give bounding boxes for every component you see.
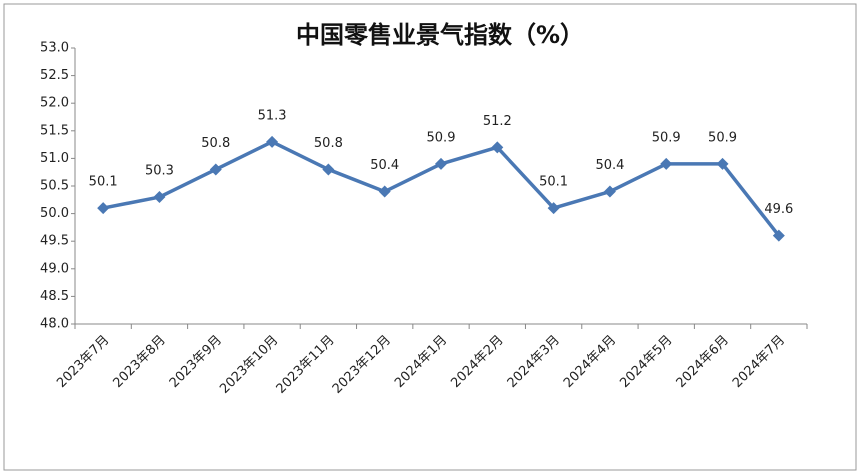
y-tick-label: 49.0 — [40, 261, 69, 276]
data-label: 50.9 — [427, 130, 456, 145]
data-label: 50.8 — [314, 136, 343, 151]
data-point — [378, 185, 391, 198]
data-label: 50.1 — [539, 175, 568, 190]
y-tick-label: 48.0 — [40, 317, 69, 332]
data-point — [660, 157, 673, 170]
data-label: 50.1 — [89, 175, 118, 190]
chart-title: 中国零售业景气指数（%） — [296, 21, 584, 49]
y-tick-label: 50.5 — [40, 179, 69, 194]
data-point — [772, 229, 785, 242]
data-point — [153, 191, 166, 204]
y-tick-label: 48.5 — [40, 289, 69, 304]
y-tick-label: 52.5 — [40, 68, 69, 83]
data-label: 51.3 — [258, 108, 287, 123]
data-label: 50.4 — [370, 158, 399, 173]
chart-frame — [3, 3, 857, 471]
y-tick-label: 51.5 — [40, 123, 69, 138]
data-label: 49.6 — [764, 202, 793, 217]
data-point — [97, 202, 110, 215]
y-tick-label: 52.0 — [40, 96, 69, 111]
data-point — [322, 163, 335, 176]
y-tick-label: 49.5 — [40, 234, 69, 249]
data-label: 50.3 — [145, 164, 174, 179]
y-tick-label: 50.0 — [40, 206, 69, 221]
data-point — [435, 157, 447, 170]
data-point — [266, 135, 279, 148]
data-label: 50.9 — [708, 130, 737, 145]
y-tick-label: 53.0 — [40, 41, 69, 56]
data-point — [716, 157, 729, 170]
data-point — [209, 163, 222, 176]
data-label: 50.4 — [595, 158, 624, 173]
data-label: 50.9 — [652, 130, 681, 145]
data-point — [603, 185, 616, 198]
data-label: 51.2 — [483, 114, 512, 129]
data-label: 50.8 — [201, 136, 230, 151]
data-point — [547, 202, 560, 215]
y-tick-label: 51.0 — [40, 151, 69, 166]
data-point — [491, 141, 504, 154]
